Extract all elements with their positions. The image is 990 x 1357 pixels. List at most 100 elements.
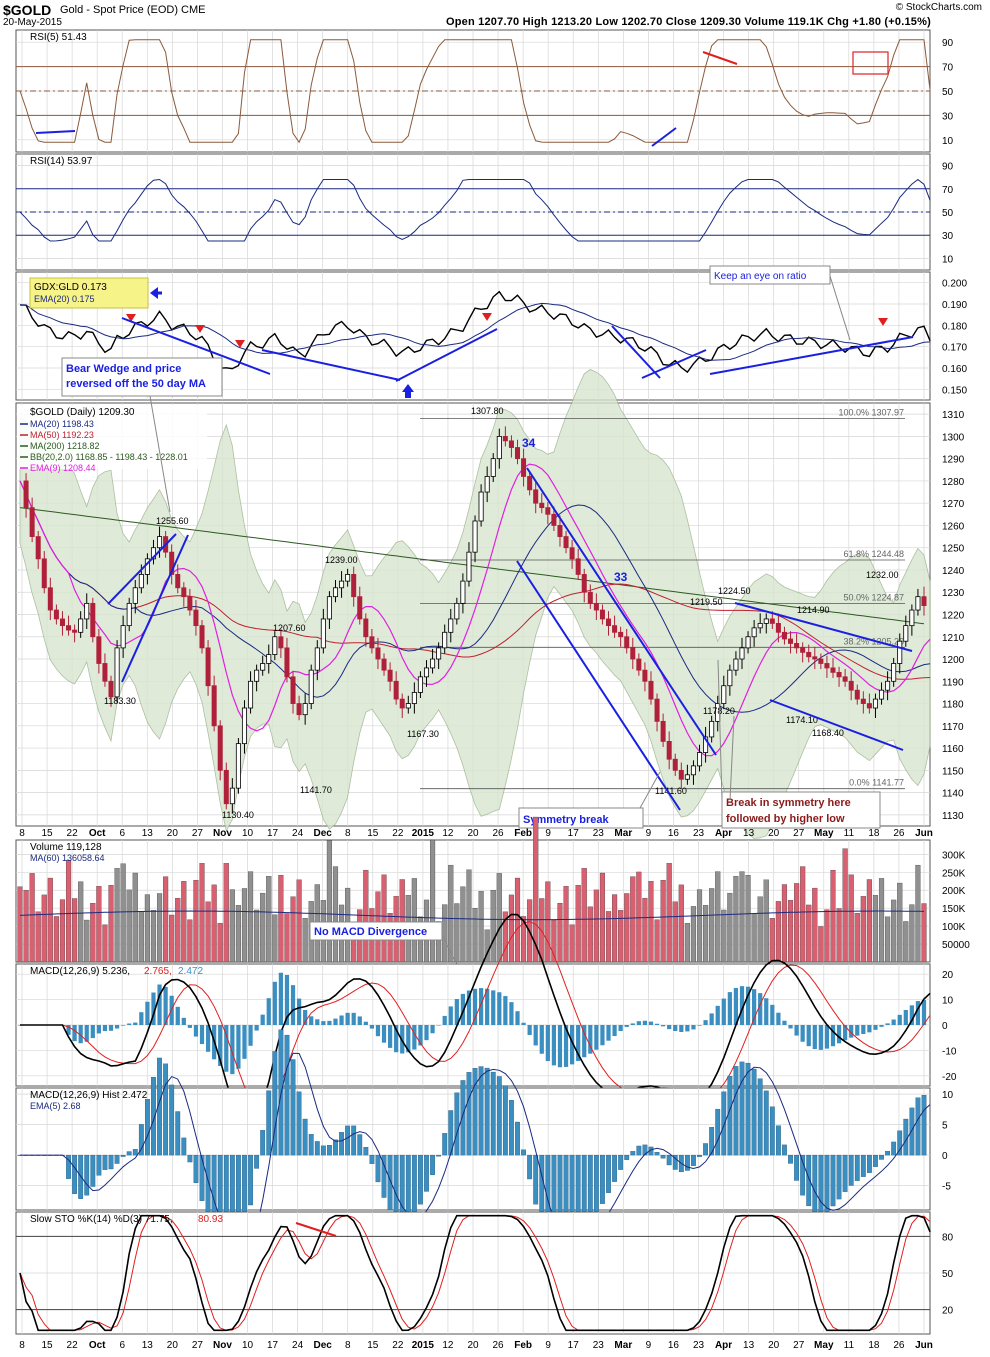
candle-body	[703, 736, 709, 753]
blue-arrow-up-icon	[402, 384, 414, 392]
price-trendline	[734, 602, 913, 652]
no-macd-div-note: No MACD Divergence	[314, 926, 427, 938]
volume-bar	[854, 913, 860, 963]
hist-bar	[782, 1144, 787, 1156]
sto-label: Slow STO %K(14) %D(3) 71.75,	[30, 1214, 173, 1225]
x-axis-label-top: 20	[768, 828, 780, 839]
volume-ma60-line	[19, 910, 925, 921]
volume-bar	[848, 874, 854, 963]
volume-bar	[460, 886, 466, 963]
volume-bar	[84, 919, 90, 963]
hist-bar	[327, 1144, 332, 1156]
price-tick: 1300	[942, 432, 965, 443]
volume-bar	[751, 913, 757, 963]
hist-bar	[915, 1097, 921, 1156]
macd-hist-bar	[527, 1025, 532, 1035]
ratio-tick: 0.150	[942, 385, 967, 396]
volume-bar	[891, 899, 897, 963]
price-tick: 1220	[942, 611, 965, 622]
price-tick: 1160	[942, 744, 964, 755]
volume-bar	[448, 864, 454, 963]
price-pivot-label: 1219.50	[690, 597, 723, 607]
candle-body	[430, 658, 436, 669]
hist-bar	[769, 1106, 775, 1156]
candle-body	[96, 636, 102, 664]
macd-hist-bar	[843, 1025, 848, 1041]
hist-bar	[181, 1137, 187, 1156]
ratio-legend-box	[29, 277, 149, 309]
macd-hist-bar	[551, 1025, 557, 1066]
rsi5-divergence-line	[702, 51, 738, 65]
price-pivot-label: 1214.90	[797, 605, 830, 615]
candle-body	[235, 743, 241, 789]
x-axis-label-bottom: 20	[768, 1340, 780, 1351]
volume-bar	[642, 897, 648, 963]
sto-k-line	[19, 1214, 931, 1332]
macd-label: MACD(12,26,9) 5.236,	[30, 966, 130, 977]
volume-bar	[247, 871, 254, 963]
sto-divergence-line	[295, 1222, 337, 1237]
candle-body	[739, 647, 745, 660]
candle-body	[211, 685, 217, 727]
volume-bar	[812, 887, 818, 963]
volume-bar	[599, 872, 606, 963]
macd-hist-bar	[387, 1025, 393, 1048]
x-axis-label-top: May	[814, 828, 834, 839]
hist-bar	[509, 1100, 514, 1156]
volume-bar	[842, 848, 848, 963]
macd-hist-bar	[879, 1025, 884, 1027]
chart-header: $GOLD Gold - Spot Price (EOD) CME 20-May…	[0, 0, 990, 30]
macd-hist-bar	[509, 1002, 514, 1025]
price-tick: 1200	[942, 655, 965, 666]
volume-bar	[254, 909, 260, 963]
volume-bar	[915, 864, 921, 963]
volume-bar	[727, 892, 733, 963]
x-axis-label-bottom: 9	[646, 1340, 652, 1351]
candle-body	[472, 520, 478, 553]
hist-bar	[684, 1154, 690, 1171]
volume-bar	[187, 919, 193, 963]
volume-ma-label: MA(60) 136058.64	[30, 853, 105, 863]
candle-body	[575, 558, 581, 575]
hist-bar	[132, 1149, 138, 1156]
hist-bar	[630, 1151, 636, 1156]
hist-bar	[448, 1110, 454, 1156]
volume-bar	[557, 903, 563, 963]
x-axis-label-bottom: May	[814, 1340, 834, 1351]
candle-body	[332, 587, 338, 598]
candle-body	[794, 643, 800, 649]
hist-bar	[193, 1154, 199, 1183]
macd-hist-bar	[127, 1023, 132, 1025]
macd-tick: 10	[942, 996, 954, 1007]
hist-bar	[284, 1034, 290, 1156]
volume-bar	[769, 918, 775, 963]
hist-bar	[454, 1092, 460, 1156]
hist-bar	[157, 1057, 162, 1156]
red-arrow-down-icon	[195, 325, 205, 333]
price-pivot-label: 1207.60	[273, 623, 306, 633]
candle-body	[539, 502, 545, 509]
hist-bar	[296, 1091, 302, 1156]
macd-hist-bar	[339, 1015, 344, 1025]
price-pivot-label: 1141.70	[300, 785, 332, 795]
volume-bar	[666, 863, 672, 963]
price-tick: 1140	[942, 789, 964, 800]
macd-hist-bar	[309, 1016, 314, 1025]
volume-bar	[806, 904, 812, 963]
candle-body	[879, 689, 885, 700]
hist-bar	[654, 1151, 660, 1156]
hist-bar	[424, 1154, 429, 1192]
volume-bar	[630, 876, 636, 963]
x-axis-label-bottom: 22	[392, 1340, 404, 1351]
macd-hist-bar	[563, 1025, 569, 1067]
macd-hist-bar	[849, 1025, 854, 1038]
x-axis-label-bottom: 23	[593, 1340, 605, 1351]
x-axis-label-top: Feb	[514, 828, 532, 839]
price-tick: 1270	[942, 499, 965, 510]
volume-bar	[430, 839, 436, 963]
macd-hist-bar	[78, 1025, 83, 1044]
volume-bar	[41, 894, 47, 963]
candle-body	[721, 685, 727, 704]
macd-hist-bar	[151, 992, 156, 1025]
macd-hist-bar	[351, 1012, 356, 1025]
